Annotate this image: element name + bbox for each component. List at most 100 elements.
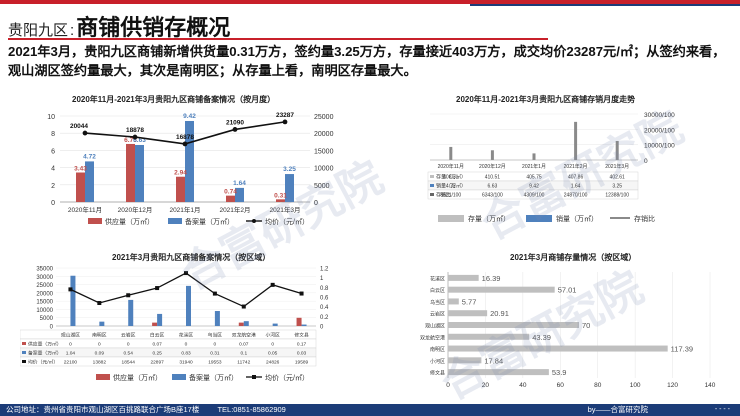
x-tick-label: 花溪区 <box>179 332 194 339</box>
bar-filed <box>185 120 194 202</box>
y2-tick-label: 1.2 <box>320 267 329 273</box>
y-tick-label: 4 <box>51 166 55 173</box>
x-tick-label: 2021年3月 <box>605 163 629 170</box>
y-tick-label: 0 <box>51 200 55 207</box>
bar-supply <box>226 195 235 202</box>
x-tick-label: 双龙航空港 <box>232 332 256 339</box>
table-swatch <box>430 175 434 178</box>
x-tick-label: 120 <box>667 382 678 389</box>
table-cell: 0.54 <box>124 351 134 357</box>
bar-filed <box>243 321 249 326</box>
table-cell: 0 <box>185 342 188 348</box>
data-label-filed: 1.64 <box>233 180 246 187</box>
bar-filed <box>128 299 134 326</box>
x-tick-label: 2021年2月 <box>564 163 588 170</box>
data-label: 53.9 <box>552 368 567 377</box>
legend-label: 备案量（万㎡） <box>185 217 234 226</box>
price-point <box>212 291 217 296</box>
data-label-filed: 6.63 <box>133 137 146 144</box>
y-tick-label: 20000/100 <box>644 127 675 134</box>
chart-title: 2021年3月贵阳九区商铺备案情况（按区域） <box>112 253 271 262</box>
y2-tick-label: 0.8 <box>320 286 329 292</box>
y-tick-label: 6 <box>51 148 55 155</box>
data-label: 57.01 <box>558 286 577 295</box>
table-cell: 1.64 <box>571 184 581 190</box>
table-cell: 0.07 <box>152 342 162 348</box>
data-label-supply: 3.43 <box>74 166 87 173</box>
table-cell: 0 <box>214 342 217 348</box>
y-tick-label: 小河区 <box>430 358 445 365</box>
bar-stock <box>448 274 479 281</box>
bar-filed <box>99 321 105 326</box>
data-label: 43.39 <box>532 333 551 342</box>
table-cell: 0 <box>69 342 72 348</box>
chart-district-stock: 2021年3月商铺存量情况（按区域） 0 20 40 60 80 100 120 140 花溪区… <box>398 252 728 400</box>
table-cell: 22897 <box>150 360 164 366</box>
title-separator: : <box>70 22 75 39</box>
table-cell: 0.31 <box>210 351 220 357</box>
table-cell: 24826 <box>266 360 280 366</box>
legend-swatch-supply <box>88 218 102 224</box>
legend-swatch-filed <box>168 218 182 224</box>
chart-district-filing: 2021年3月贵阳九区商铺备案情况（按区域） 0 5000 10000 15000 20… <box>19 252 350 400</box>
y-tick-label: 25000 <box>36 283 53 289</box>
y-tick-label: 15000 <box>36 300 53 306</box>
data-label-supply: 6.75 <box>124 137 137 144</box>
chart-stock-sales-trend: 2020年11月-2021年3月贵阳九区商铺存销月度走势 0 10000/100 2… <box>398 94 728 240</box>
x-tick-label: 云岩区 <box>121 332 136 339</box>
x-tick-label: 2020年11月 <box>438 163 464 170</box>
page-title: 贵阳九区 : 商铺供销存概况 <box>8 10 230 40</box>
price-point <box>182 141 188 147</box>
table-cell: 6343/100 <box>482 193 503 199</box>
chart-title: 2020年11月-2021年3月贵阳九区商铺备案情况（按月度） <box>72 95 276 104</box>
x-tick-label: 小河区 <box>265 332 280 339</box>
table-swatch <box>430 184 434 187</box>
bar-ratio <box>615 141 619 160</box>
y2-tick-label: 0.2 <box>320 315 329 321</box>
y2-tick-label: 0.6 <box>320 296 329 302</box>
y2-tick-label: 20000 <box>314 131 334 138</box>
y-tick-label: 10 <box>47 114 55 121</box>
y2-tick-label: 0 <box>314 200 318 207</box>
y-tick-label: 30000 <box>36 275 53 281</box>
table-row <box>19 356 317 367</box>
y-tick-label: 南明区 <box>430 346 445 353</box>
bar-filed <box>186 285 191 326</box>
table-cell: 9.42 <box>529 184 539 190</box>
price-point <box>299 291 304 296</box>
table-cell: 24870/100 <box>564 193 588 199</box>
x-tick-label: 2021年1月 <box>169 205 200 214</box>
table-cell: 0.83 <box>181 351 191 357</box>
table-cell: 13882 <box>93 360 107 366</box>
legend-label: 供应量（万㎡） <box>105 217 154 226</box>
x-tick-label: 2021年2月 <box>219 205 250 214</box>
table-cell: 0.07 <box>239 342 249 348</box>
bar-filed <box>135 144 144 202</box>
price-label: 16878 <box>176 134 194 141</box>
legend-label: 备案量（万㎡） <box>189 373 238 382</box>
table-swatch <box>22 351 26 354</box>
price-point <box>132 134 138 140</box>
price-point <box>241 304 246 309</box>
price-point <box>155 286 160 291</box>
table-cell: 410.51 <box>485 175 501 181</box>
y2-tick-label: 5000 <box>314 183 330 190</box>
table-swatch <box>22 342 26 345</box>
bar-filed <box>235 187 244 202</box>
y-tick-label: 白云区 <box>430 287 445 294</box>
price-label: 21090 <box>226 119 244 126</box>
footer-tel: TEL:0851-85862909 <box>217 405 286 414</box>
price-point <box>126 293 131 298</box>
chart-district-filing-svg: 0500010000150002000025000300003500000.20… <box>19 267 329 382</box>
table-cell: 0.1 <box>240 351 247 357</box>
legend-label: 均价（元/㎡） <box>265 217 309 226</box>
chart-district-stock-svg: 0 20 40 60 80 100 120 140 花溪区 16.39 白云区 57.01 乌当区 5.7… <box>420 272 716 389</box>
price-point <box>232 127 238 132</box>
table-cell: 0 <box>271 342 274 348</box>
y-tick-label: 20000 <box>36 291 53 297</box>
bar-supply <box>76 172 85 202</box>
x-tick-label: 2021年1月 <box>522 163 546 170</box>
x-tick-label: 2020年12月 <box>479 163 506 170</box>
bar-supply <box>238 322 244 326</box>
y-tick-label: 花溪区 <box>430 275 445 282</box>
